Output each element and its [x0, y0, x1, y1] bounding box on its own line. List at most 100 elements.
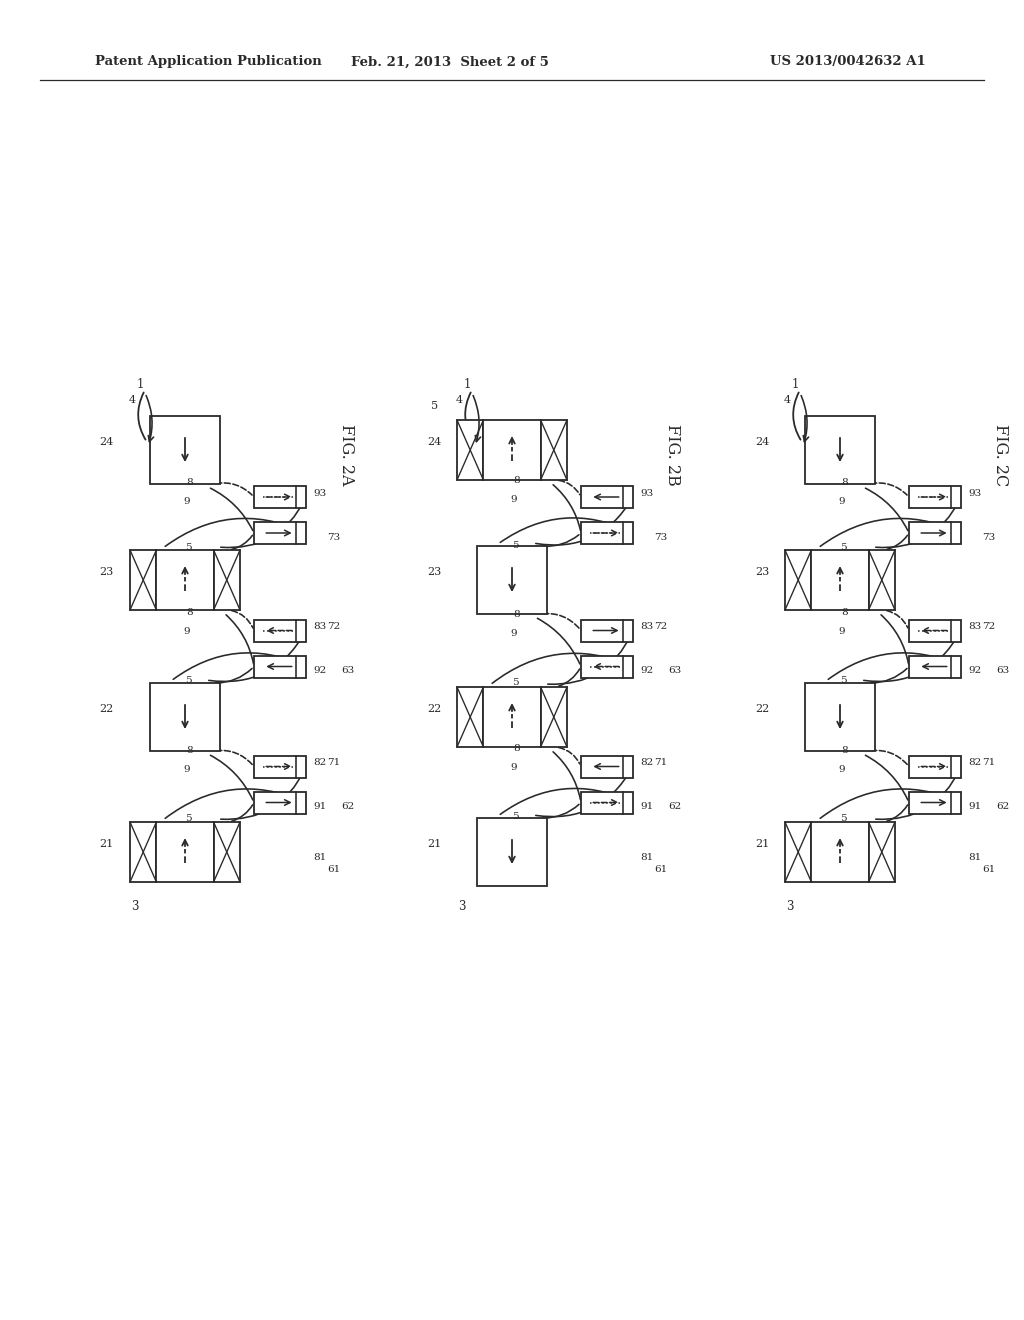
Text: 9: 9	[511, 628, 517, 638]
Text: 8: 8	[514, 610, 520, 619]
Text: 9: 9	[839, 627, 846, 636]
Text: 91: 91	[640, 803, 653, 810]
FancyArrowPatch shape	[820, 789, 958, 818]
Text: 4: 4	[128, 395, 135, 405]
Text: 61: 61	[327, 866, 340, 874]
FancyArrowPatch shape	[211, 488, 253, 531]
FancyArrowPatch shape	[559, 747, 580, 764]
FancyArrowPatch shape	[887, 611, 908, 628]
Bar	[868, 822, 895, 882]
Bar	[581, 619, 633, 642]
Text: 4: 4	[456, 395, 463, 405]
FancyArrowPatch shape	[216, 483, 252, 495]
FancyArrowPatch shape	[543, 535, 579, 546]
Text: 93: 93	[640, 488, 653, 498]
Bar	[483, 686, 541, 747]
Bar	[785, 822, 811, 882]
Text: 73: 73	[654, 532, 668, 541]
Text: 93: 93	[313, 488, 327, 498]
Text: 92: 92	[313, 667, 327, 675]
FancyArrowPatch shape	[536, 499, 632, 545]
FancyArrowPatch shape	[864, 632, 959, 681]
Text: 72: 72	[654, 622, 668, 631]
FancyArrowPatch shape	[231, 611, 253, 628]
Bar	[254, 656, 306, 677]
Text: 5: 5	[512, 678, 518, 688]
Bar	[254, 619, 306, 642]
FancyArrowPatch shape	[559, 480, 580, 495]
Text: 1: 1	[136, 379, 143, 392]
Text: 4: 4	[783, 395, 791, 405]
Text: 9: 9	[511, 763, 517, 772]
Text: 21: 21	[99, 840, 114, 849]
Text: 62: 62	[996, 803, 1010, 810]
Text: 71: 71	[327, 758, 340, 767]
Text: 5: 5	[840, 543, 846, 552]
FancyArrowPatch shape	[221, 499, 305, 548]
Bar	[157, 822, 214, 882]
FancyArrowPatch shape	[536, 770, 632, 817]
Text: 23: 23	[755, 568, 769, 577]
Bar	[214, 822, 240, 882]
Text: Patent Application Publication: Patent Application Publication	[95, 55, 322, 69]
Text: US 2013/0042632 A1: US 2013/0042632 A1	[770, 55, 926, 69]
Text: 8: 8	[514, 744, 520, 754]
FancyArrowPatch shape	[216, 750, 252, 764]
Text: 8: 8	[842, 478, 848, 487]
FancyArrowPatch shape	[548, 634, 632, 684]
Text: 5: 5	[512, 812, 518, 821]
Text: 8: 8	[842, 607, 848, 616]
FancyArrowPatch shape	[465, 392, 472, 440]
Text: Feb. 21, 2013  Sheet 2 of 5: Feb. 21, 2013 Sheet 2 of 5	[351, 55, 549, 69]
Bar	[130, 550, 157, 610]
Text: 63: 63	[341, 667, 354, 675]
Bar	[909, 656, 961, 677]
Text: 73: 73	[327, 532, 340, 541]
Text: 22: 22	[99, 704, 114, 714]
Text: 9: 9	[839, 498, 846, 506]
Text: 83: 83	[968, 622, 981, 631]
Bar	[785, 550, 811, 610]
Text: 71: 71	[982, 758, 995, 767]
Text: 61: 61	[982, 866, 995, 874]
Text: 8: 8	[842, 746, 848, 755]
Text: 5: 5	[840, 676, 846, 685]
FancyArrowPatch shape	[543, 804, 579, 818]
Bar	[909, 521, 961, 544]
Text: 82: 82	[313, 758, 327, 767]
FancyArrowPatch shape	[209, 632, 305, 681]
FancyArrowPatch shape	[226, 615, 254, 664]
Text: 61: 61	[654, 866, 668, 874]
Text: 1: 1	[792, 379, 799, 392]
Bar	[811, 822, 868, 882]
FancyArrowPatch shape	[794, 392, 801, 440]
Bar	[581, 755, 633, 777]
Text: 3: 3	[459, 899, 466, 912]
Text: 91: 91	[968, 803, 981, 810]
FancyArrowPatch shape	[881, 615, 908, 664]
Text: 3: 3	[131, 899, 138, 912]
Text: 71: 71	[654, 758, 668, 767]
Text: 21: 21	[755, 840, 769, 849]
Text: 81: 81	[968, 853, 981, 862]
FancyArrowPatch shape	[138, 392, 145, 440]
FancyArrowPatch shape	[820, 519, 958, 546]
Bar	[254, 521, 306, 544]
Text: 63: 63	[668, 667, 681, 675]
Text: 23: 23	[99, 568, 114, 577]
FancyArrowPatch shape	[870, 668, 907, 682]
Bar	[477, 546, 547, 614]
Text: 63: 63	[996, 667, 1010, 675]
Text: 8: 8	[186, 607, 194, 616]
Text: 1: 1	[463, 379, 471, 392]
Bar	[805, 682, 874, 751]
Bar	[254, 792, 306, 813]
Bar	[150, 682, 220, 751]
Text: 93: 93	[968, 488, 981, 498]
Text: 62: 62	[341, 803, 354, 810]
Text: 5: 5	[184, 676, 191, 685]
Text: 24: 24	[427, 437, 441, 447]
FancyArrowPatch shape	[870, 483, 907, 495]
Text: 9: 9	[183, 627, 190, 636]
FancyArrowPatch shape	[165, 519, 303, 546]
